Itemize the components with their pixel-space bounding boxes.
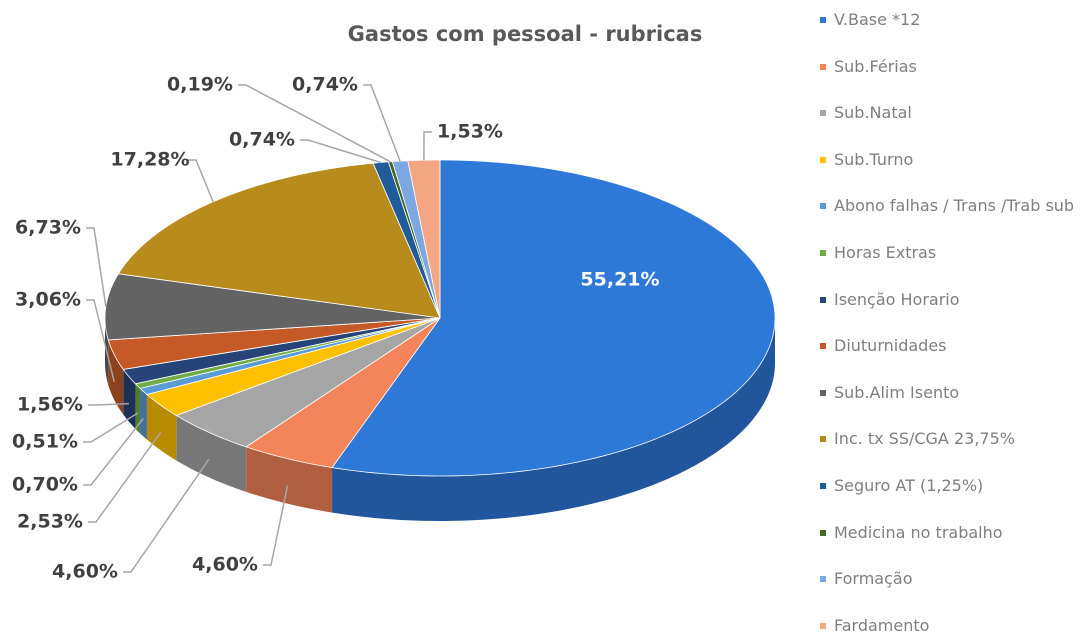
legend-label: Fardamento [834,615,930,635]
slice-side [176,415,247,492]
data-label: 0,74% [229,129,295,151]
slice [407,159,441,319]
legend-item: Sub.Alim Isento [818,381,1080,405]
legend-swatch [820,296,826,303]
legend-item: Diuturnidades [818,334,1080,358]
legend-label: Sub.Alim Isento [834,382,960,402]
slice [331,159,776,477]
legend-swatch [820,483,826,489]
slice [117,162,441,319]
legend-label: Diuturnidades [834,336,947,356]
legend-swatch [820,529,826,536]
legend-item: Horas Extras [818,241,1080,265]
leader-line [83,412,139,443]
labels: 55,21% 4,60% 4,60% 2,53% 0,70% 0,51% 1,56% 3,06… [12,74,660,583]
slice [122,317,441,385]
legend-label: V.Base *12 [834,10,921,29]
legend-item: Sub.Férias [818,55,1080,79]
slice-side [332,318,775,521]
legend-label: Seguro AT (1,25%) [834,476,984,495]
slice [146,317,441,416]
legend-swatch [820,622,826,629]
legend-label: Abono falhas / Trans /Trab sub [834,196,1075,216]
legend-swatch [820,250,826,256]
data-label: 0,19% [167,74,233,96]
legend-label: Inc. tx SS/CGA 23,75% [834,429,1015,449]
side-walls [105,318,775,521]
leader-line [238,84,391,163]
legend-label: Sub.Natal [834,103,912,123]
data-label: 4,60% [52,561,118,583]
data-label: 0,51% [12,431,78,453]
data-label: 1,53% [437,121,503,143]
data-label: 55,21% [580,269,659,291]
legend-swatch [820,156,826,163]
legend-item: Abono falhas / Trans /Trab sub [818,194,1080,218]
slice [175,317,441,448]
legend-swatch [820,63,826,70]
leader-line [423,131,432,161]
legend-swatch [820,389,826,396]
legend-item: Inc. tx SS/CGA 23,75% [818,427,1080,451]
data-label: 0,74% [292,74,358,96]
legend-swatch [820,110,826,117]
slice-side [123,369,136,429]
slice-side [108,339,124,415]
slice-side [246,446,333,513]
leader-line [88,431,162,523]
slice [107,317,441,370]
slice-side [135,383,141,434]
data-label: 4,60% [192,554,258,576]
leader-line [86,227,107,307]
leader-line [300,139,381,164]
top-faces [104,159,776,477]
data-label: 6,73% [15,217,81,239]
legend-item: Seguro AT (1,25%) [818,474,1080,498]
slice [245,317,441,469]
legend-swatch [820,17,826,23]
data-label: 17,28% [110,149,189,171]
legend-label: Isenção Horario [834,289,960,309]
legend-swatch [820,576,826,583]
leader-line [88,402,129,406]
legend-swatch [820,343,826,350]
legend-item: Formação [818,567,1080,591]
legend-item: Sub.Turno [818,148,1080,172]
legend-label: Horas Extras [834,243,937,262]
leader-line [263,485,289,566]
data-label: 3,06% [15,289,81,311]
data-label: 1,56% [17,394,83,416]
leader-line [86,299,115,383]
data-label: 0,70% [12,474,78,496]
legend-swatch [820,203,826,210]
legend-label: Sub.Férias [834,56,917,76]
data-label: 2,53% [17,511,83,533]
legend-item: Sub.Natal [818,101,1080,125]
legend-item: Isenção Horario [818,288,1080,312]
leader-line [83,417,145,486]
legend-label: Sub.Turno [834,149,914,169]
legend-item: Medicina no trabalho [818,521,1080,545]
legend-item: Fardamento [818,614,1080,635]
legend-swatch [820,436,826,443]
legend-label: Formação [834,569,913,589]
slice-side [140,388,147,440]
leader-line [363,84,401,162]
leader-line [123,458,210,573]
pie-area: Gastos com pessoal - rubricas 55,21% 4,60… [12,22,776,583]
leader-line [188,159,214,203]
chart-title: Gastos com pessoal - rubricas [348,22,703,46]
legend-label: Medicina no trabalho [834,522,1003,542]
legend-item: V.Base *12 [818,8,1080,32]
